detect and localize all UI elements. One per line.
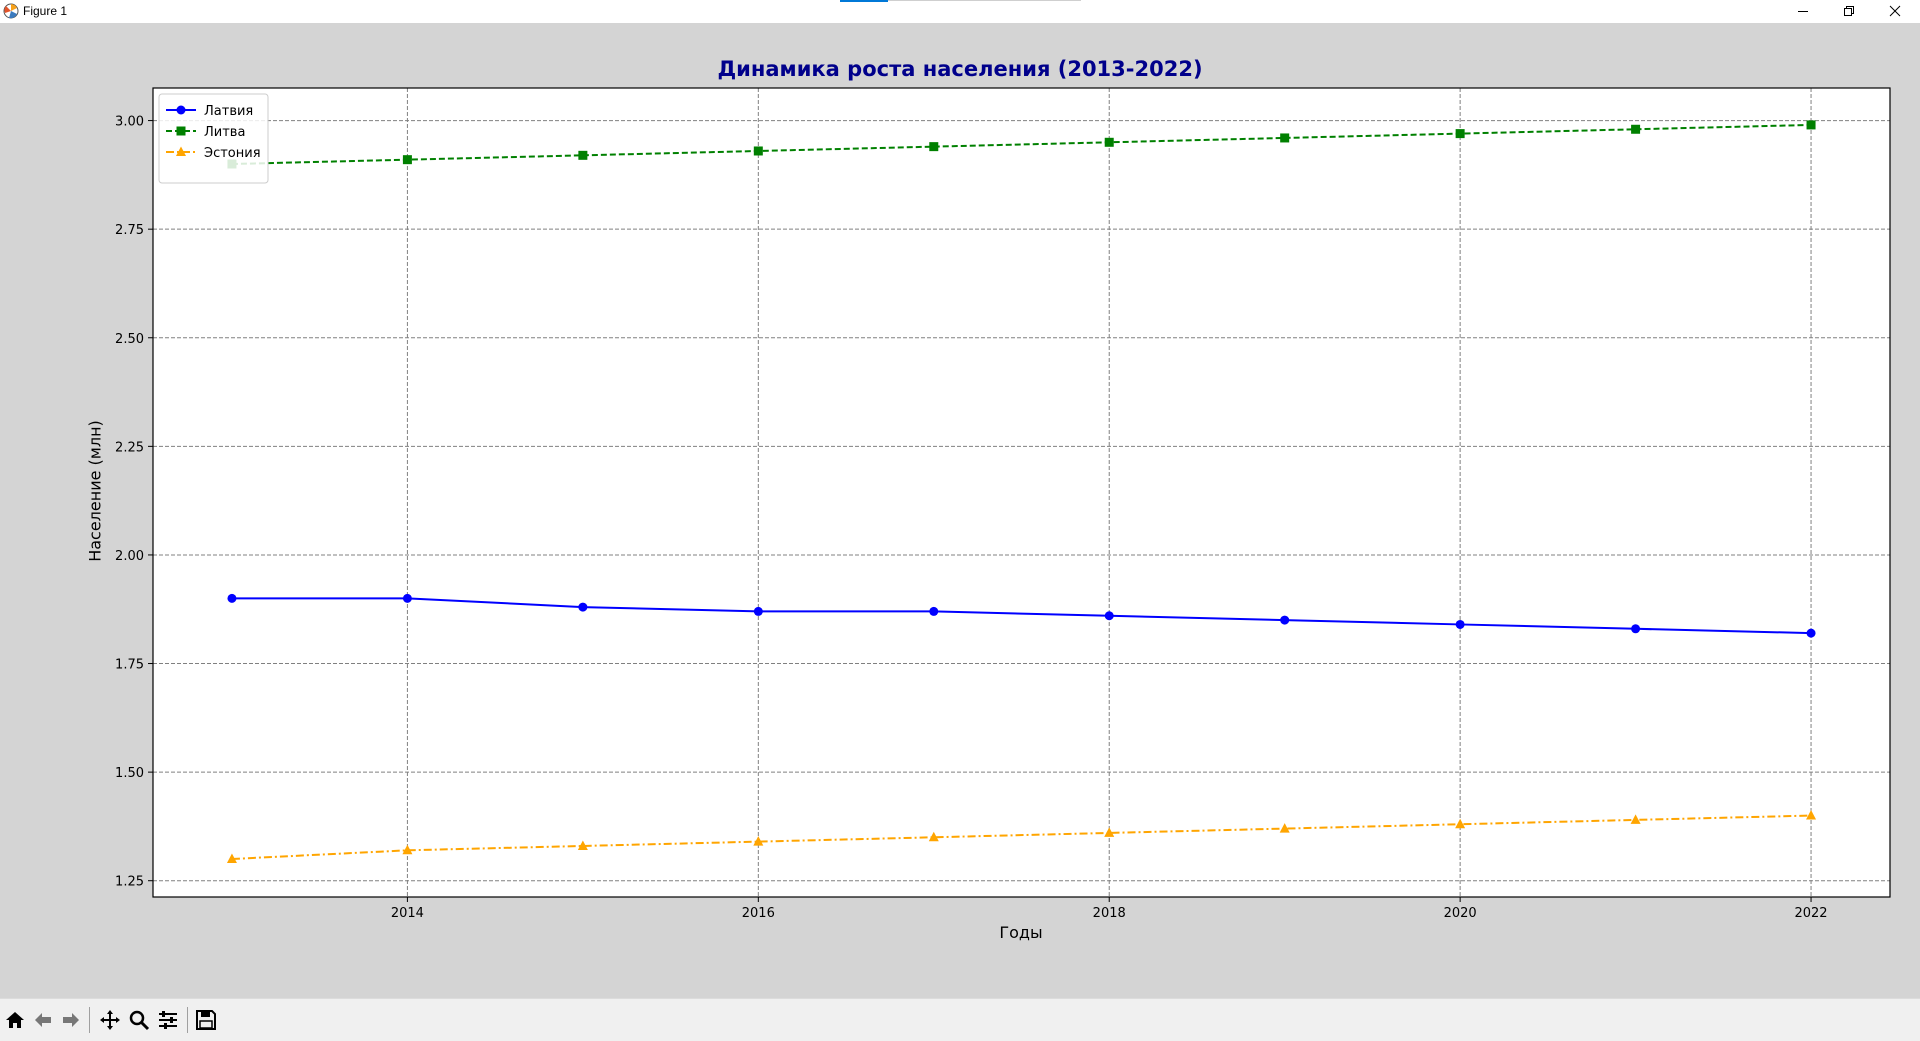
window-titlebar: Figure 1 [0,0,1920,23]
legend-box [158,93,269,184]
restore-icon [1844,6,1854,16]
zoom-button[interactable] [126,1007,152,1033]
y-tick-label: 1.25 [115,875,144,890]
chart-svg: 2014 2016 2018 2020 2022 1.25 1.50 1.75 2.00 2.25… [115,87,1891,921]
data-point [1104,611,1114,621]
navigation-toolbar [0,998,1920,1041]
y-tick-label: 1.50 [115,766,144,781]
data-point [1104,137,1114,147]
data-point [226,853,237,863]
data-point [578,602,588,612]
legend-marker [176,146,186,156]
y-tick-label: 2.75 [115,223,144,238]
y-tick-label: 2.50 [115,332,144,347]
data-point [1279,823,1290,833]
data-point [929,606,939,616]
data-point [1280,615,1290,625]
data-point [1631,124,1641,134]
forward-arrow-icon [63,1013,79,1027]
data-point [929,142,939,152]
save-icon [196,1010,216,1030]
plot-frame [152,87,1891,898]
close-button[interactable] [1872,0,1918,22]
legend: Латвия Литва Эстония [158,93,269,184]
data-point [1455,619,1465,629]
data-point [1630,814,1641,824]
x-tick-label: 2014 [391,906,424,921]
x-axis-label: Годы [999,923,1043,942]
data-point [402,155,412,165]
data-point [577,840,588,850]
figure-canvas[interactable]: 2014 2016 2018 2020 2022 1.25 1.50 1.75 2.00 2.25… [0,23,1920,998]
pan-icon [100,1010,120,1030]
y-tick-label: 3.00 [115,115,144,130]
configure-subplots-button[interactable] [155,1007,181,1033]
chart-title: Динамика роста населения (2013-2022) [717,57,1203,81]
legend-marker [176,126,186,136]
minimize-icon [1798,11,1808,12]
forward-button[interactable] [58,1007,84,1033]
x-tick-label: 2022 [1794,906,1827,921]
data-point [1806,120,1816,130]
data-point [578,150,588,160]
legend-label: Эстония [204,146,261,161]
close-icon [1889,5,1901,17]
legend-label: Литва [204,125,245,140]
zoom-icon [129,1010,150,1031]
series-line [231,597,1812,635]
y-axis-label: Население (млн) [85,420,105,562]
data-point [1280,133,1290,143]
grid-lines [153,88,1890,897]
legend-label: Латвия [204,104,253,119]
focus-indicator-track [888,0,1081,1]
y-tick-label: 1.75 [115,658,144,673]
data-point [1455,129,1465,139]
series-line [231,123,1812,166]
x-tick-label: 2018 [1093,906,1126,921]
pan-button[interactable] [97,1007,123,1033]
home-button[interactable] [2,1007,28,1033]
data-point [1806,628,1816,638]
legend-marker [176,105,186,115]
home-icon [6,1012,24,1028]
data-point [1104,827,1115,837]
data-point [928,831,939,842]
back-arrow-icon [35,1013,51,1027]
data-point [1806,810,1817,820]
y-tick-label: 2.25 [115,440,144,455]
data-point [402,844,413,855]
plot-area [153,88,1890,897]
data-point [753,606,763,616]
data-point [1455,818,1466,829]
data-point [753,146,763,156]
x-tick-label: 2016 [742,906,775,921]
y-tick-label: 2.00 [115,549,144,564]
matplotlib-app-icon [3,3,19,19]
data-point [227,593,237,603]
series-1 [227,593,1816,638]
configure-subplots-icon [159,1011,177,1029]
data-point [1631,624,1641,634]
back-button[interactable] [30,1007,56,1033]
window-title: Figure 1 [23,4,68,18]
series-line [231,814,1812,860]
series-3 [226,810,1817,863]
toolbar-separator [89,1007,90,1033]
data-point [753,836,764,846]
save-button[interactable] [193,1007,219,1033]
x-tick-label: 2020 [1444,906,1477,921]
data-point [402,593,412,603]
focus-indicator [840,0,888,2]
minimize-button[interactable] [1780,0,1826,22]
toolbar-separator [187,1007,188,1033]
restore-button[interactable] [1826,0,1872,22]
